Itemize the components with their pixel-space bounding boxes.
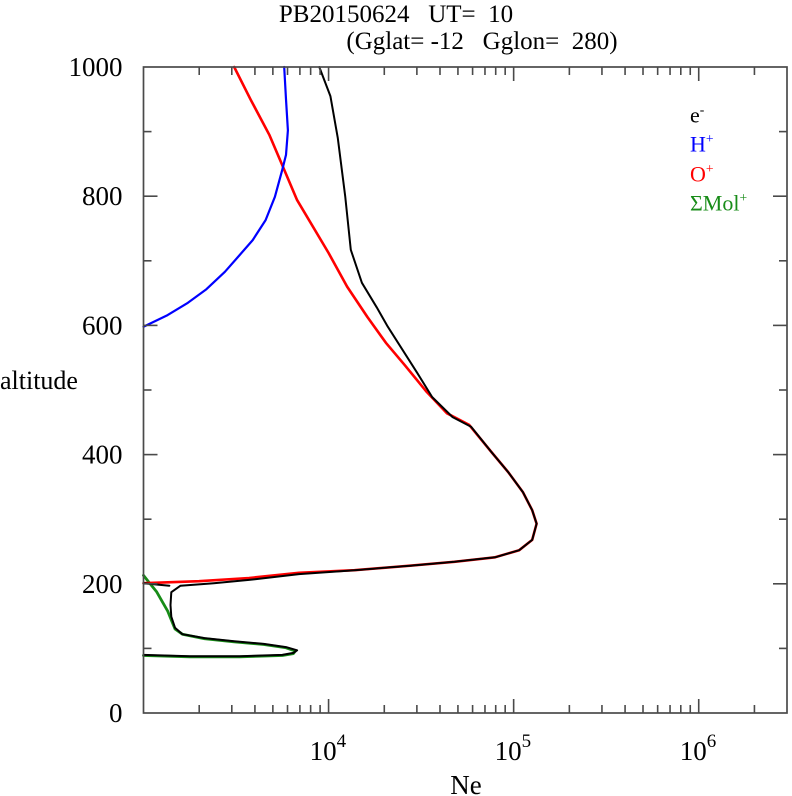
- curves-group: [142, 65, 538, 659]
- svg-text:400: 400: [82, 440, 123, 470]
- svg-text:0: 0: [109, 698, 123, 728]
- legend-superscript: +: [705, 131, 714, 146]
- axis-tick-labels: 0 200 400 600 800 1000 104 105 106: [69, 52, 717, 766]
- legend-label: H: [690, 131, 706, 157]
- page-title: PB20150624 UT= 10: [278, 1, 514, 28]
- legend-superscript: -: [699, 102, 705, 117]
- legend-label: ΣMol: [690, 190, 740, 216]
- svg-text:800: 800: [82, 181, 123, 211]
- svg-text:200: 200: [82, 569, 123, 599]
- svg-text:106: 106: [680, 731, 717, 766]
- svg-text:600: 600: [82, 310, 123, 340]
- y-axis-label: altitude: [0, 366, 78, 395]
- x-axis-label: Ne: [450, 770, 482, 796]
- page-subtitle: (Gglat= -12 Gglon= 280): [346, 28, 618, 55]
- svg-text:1000: 1000: [69, 52, 123, 82]
- svg-text:104: 104: [310, 731, 347, 766]
- legend-item-h-plus: H+: [690, 127, 714, 156]
- legend-item-electron: e-: [690, 98, 704, 127]
- legend-superscript: +: [739, 190, 748, 205]
- legend-label: O: [690, 161, 706, 187]
- axis-ticks: [143, 67, 787, 713]
- legend-superscript: +: [705, 161, 714, 176]
- svg-text:105: 105: [495, 731, 532, 766]
- legend-item-mol-plus: ΣMol+: [690, 186, 747, 215]
- legend-label: e: [690, 102, 700, 128]
- legend-item-o-plus: O+: [690, 157, 714, 186]
